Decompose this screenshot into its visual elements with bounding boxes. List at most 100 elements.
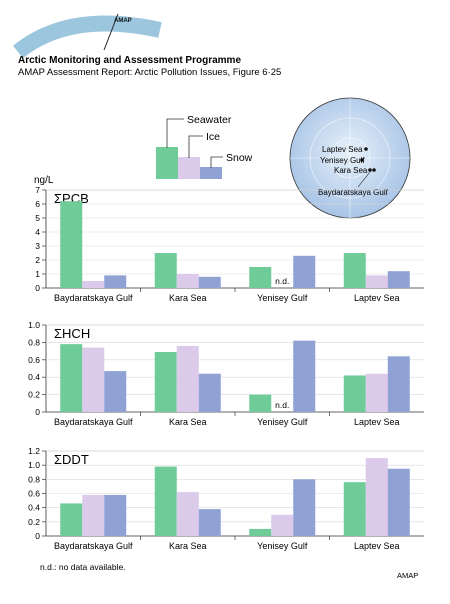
bar-snow: [293, 340, 316, 412]
chart-1: 0 0.2 0.4 0.6 0.8 1.0 ΣHCH Baydaratskaya Gulf Ka…: [28, 320, 424, 427]
category-label: Baydaratskaya Gulf: [54, 293, 133, 303]
bar-seawater: [60, 503, 83, 536]
site-marker: [368, 168, 372, 172]
category-label: Baydaratskaya Gulf: [54, 541, 133, 551]
map-label-yenisey: Yenisey Gulf: [320, 156, 365, 165]
bar-ice: [82, 281, 105, 288]
category-label: Laptev Sea: [354, 541, 400, 551]
y-tick-label: 0.4: [28, 372, 40, 382]
bar-seawater: [154, 466, 177, 536]
legend-label-snow: Snow: [226, 152, 253, 164]
y-tick-label: 3: [35, 241, 40, 251]
bar-snow: [293, 479, 316, 536]
bar-seawater: [249, 528, 272, 536]
y-tick-label: 0.2: [28, 517, 40, 527]
category-label: Kara Sea: [169, 541, 207, 551]
category-label: Baydaratskaya Gulf: [54, 417, 133, 427]
legend-leader-snow: [210, 156, 223, 168]
y-tick-label: 0.6: [28, 489, 40, 499]
y-tick-label: 7: [35, 185, 40, 195]
logo-text: AMAP: [114, 18, 132, 24]
y-tick-label: 6: [35, 199, 40, 209]
bar-seawater: [154, 253, 177, 288]
bar-seawater: [343, 375, 366, 412]
logo-slash: [103, 13, 119, 51]
map-label-laptev: Laptev Sea: [322, 145, 363, 154]
page-title: Arctic Monitoring and Assessment Program…: [18, 55, 241, 66]
y-tick-label: 0.4: [28, 503, 40, 513]
y-tick-label: 0.8: [28, 337, 40, 347]
logo-arc: [12, 15, 162, 59]
legend-leader-seawater: [166, 118, 184, 148]
bar-seawater: [60, 344, 83, 412]
bar-snow: [198, 509, 221, 536]
amap-logo: AMAP: [12, 13, 162, 59]
bar-seawater: [343, 482, 366, 536]
bar-ice: [176, 345, 199, 412]
map-label-kara: Kara Sea: [334, 166, 368, 175]
map-label-baydaratskaya: Baydaratskaya Gulf: [318, 188, 389, 197]
bar-ice: [82, 494, 105, 536]
bar-seawater: [60, 201, 83, 288]
inset-map: Laptev Sea Yenisey Gulf Kara Sea Baydara…: [289, 97, 411, 219]
chart-2: 0 0.2 0.4 0.6 0.8 1.0 1.2 ΣDDT Baydaratskaya Gul…: [28, 446, 424, 551]
bar-snow: [104, 371, 127, 412]
y-tick-label: 0.2: [28, 390, 40, 400]
legend-label-ice: Ice: [206, 131, 220, 143]
y-tick-label: 2: [35, 255, 40, 265]
bar-snow: [387, 356, 410, 412]
legend-swatch-ice: [178, 157, 200, 179]
y-tick-label: 4: [35, 227, 40, 237]
unit-label: ng/L: [34, 175, 54, 186]
category-label: Kara Sea: [169, 417, 207, 427]
bar-seawater: [249, 394, 272, 412]
credit: AMAP: [397, 571, 418, 580]
bar-snow: [198, 276, 221, 288]
y-tick-label: 1.0: [28, 460, 40, 470]
bar-snow: [387, 271, 410, 288]
legend-label-seawater: Seawater: [187, 114, 232, 126]
bar-ice: [82, 347, 105, 412]
bar-ice: [176, 274, 199, 288]
bar-seawater: [154, 351, 177, 412]
bar-snow: [198, 373, 221, 412]
y-tick-label: 0: [35, 531, 40, 541]
legend-swatch-seawater: [156, 147, 178, 179]
y-tick-label: 0.6: [28, 355, 40, 365]
site-marker: [364, 147, 368, 151]
category-label: Kara Sea: [169, 293, 207, 303]
legend: Seawater Ice Snow: [156, 114, 253, 179]
nd-label: n.d.: [275, 276, 289, 286]
y-tick-label: 5: [35, 213, 40, 223]
legend-swatch-snow: [200, 167, 222, 179]
bar-snow: [387, 468, 410, 536]
bar-snow: [104, 275, 127, 288]
y-tick-label: 1.0: [28, 320, 40, 330]
bar-ice: [176, 492, 199, 536]
y-tick-label: 1.2: [28, 446, 40, 456]
bar-snow: [104, 494, 127, 536]
bar-seawater: [249, 267, 272, 288]
y-tick-label: 0: [35, 407, 40, 417]
bar-ice: [365, 373, 388, 412]
chart-title: ΣHCH: [54, 326, 90, 341]
y-tick-label: 0.8: [28, 474, 40, 484]
category-label: Laptev Sea: [354, 293, 400, 303]
category-label: Yenisey Gulf: [257, 417, 308, 427]
bar-seawater: [343, 253, 366, 288]
nd-label: n.d.: [275, 400, 289, 410]
bar-ice: [365, 458, 388, 536]
chart-title: ΣDDT: [54, 452, 89, 467]
y-tick-label: 1: [35, 269, 40, 279]
footnote: n.d.: no data available.: [40, 562, 126, 572]
site-marker: [372, 168, 376, 172]
site-marker: [360, 158, 364, 162]
site-leader: [357, 171, 371, 188]
category-label: Laptev Sea: [354, 417, 400, 427]
bar-snow: [293, 255, 316, 288]
y-tick-label: 0: [35, 283, 40, 293]
